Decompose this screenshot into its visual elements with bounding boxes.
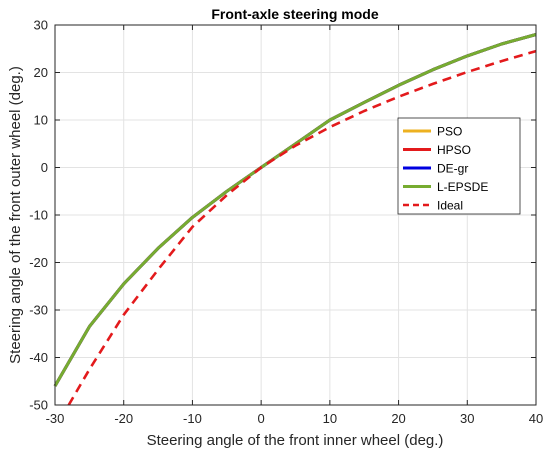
y-tick-label: -20 bbox=[29, 255, 48, 270]
legend-label-hpso: HPSO bbox=[437, 143, 471, 157]
y-tick-label: -10 bbox=[29, 208, 48, 223]
y-tick-label: 10 bbox=[34, 113, 48, 128]
y-tick-label: 30 bbox=[34, 18, 48, 33]
series-line-ideal bbox=[67, 49, 537, 406]
series-line-l-epsde bbox=[53, 33, 537, 387]
ticks: -30 -20 -10 0 10 20 30 40 -50 -40 -30 -20 -10 0 10 20 30 bbox=[29, 18, 543, 427]
y-tick-label: -40 bbox=[29, 350, 48, 365]
legend-box bbox=[397, 117, 521, 215]
legend-label-de-gr: DE-gr bbox=[437, 162, 468, 176]
x-tick-label: 10 bbox=[323, 411, 337, 426]
series-layer bbox=[53, 33, 537, 406]
x-tick-label: 40 bbox=[529, 411, 543, 426]
legend-label-pso: PSO bbox=[437, 125, 462, 139]
y-axis-title: Steering angle of the front outer wheel … bbox=[7, 66, 24, 364]
y-tick-label: 0 bbox=[41, 160, 48, 175]
y-tick-label: -50 bbox=[29, 398, 48, 413]
x-tick-label: -10 bbox=[183, 411, 202, 426]
x-tick-label: -20 bbox=[114, 411, 133, 426]
x-tick-label: 0 bbox=[258, 411, 265, 426]
legend: PSO HPSO DE-gr L-EPSDE Ideal bbox=[397, 117, 521, 215]
x-axis-title: Steering angle of the front inner wheel … bbox=[147, 432, 444, 449]
legend-label-l-epsde: L-EPSDE bbox=[437, 180, 488, 194]
legend-label-ideal: Ideal bbox=[437, 199, 463, 213]
grid bbox=[55, 25, 536, 405]
chart-title: Front-axle steering mode bbox=[211, 6, 378, 22]
x-tick-label: 20 bbox=[391, 411, 405, 426]
x-tick-label: -30 bbox=[46, 411, 65, 426]
y-tick-label: 20 bbox=[34, 65, 48, 80]
y-tick-label: -30 bbox=[29, 303, 48, 318]
x-tick-label: 30 bbox=[460, 411, 474, 426]
